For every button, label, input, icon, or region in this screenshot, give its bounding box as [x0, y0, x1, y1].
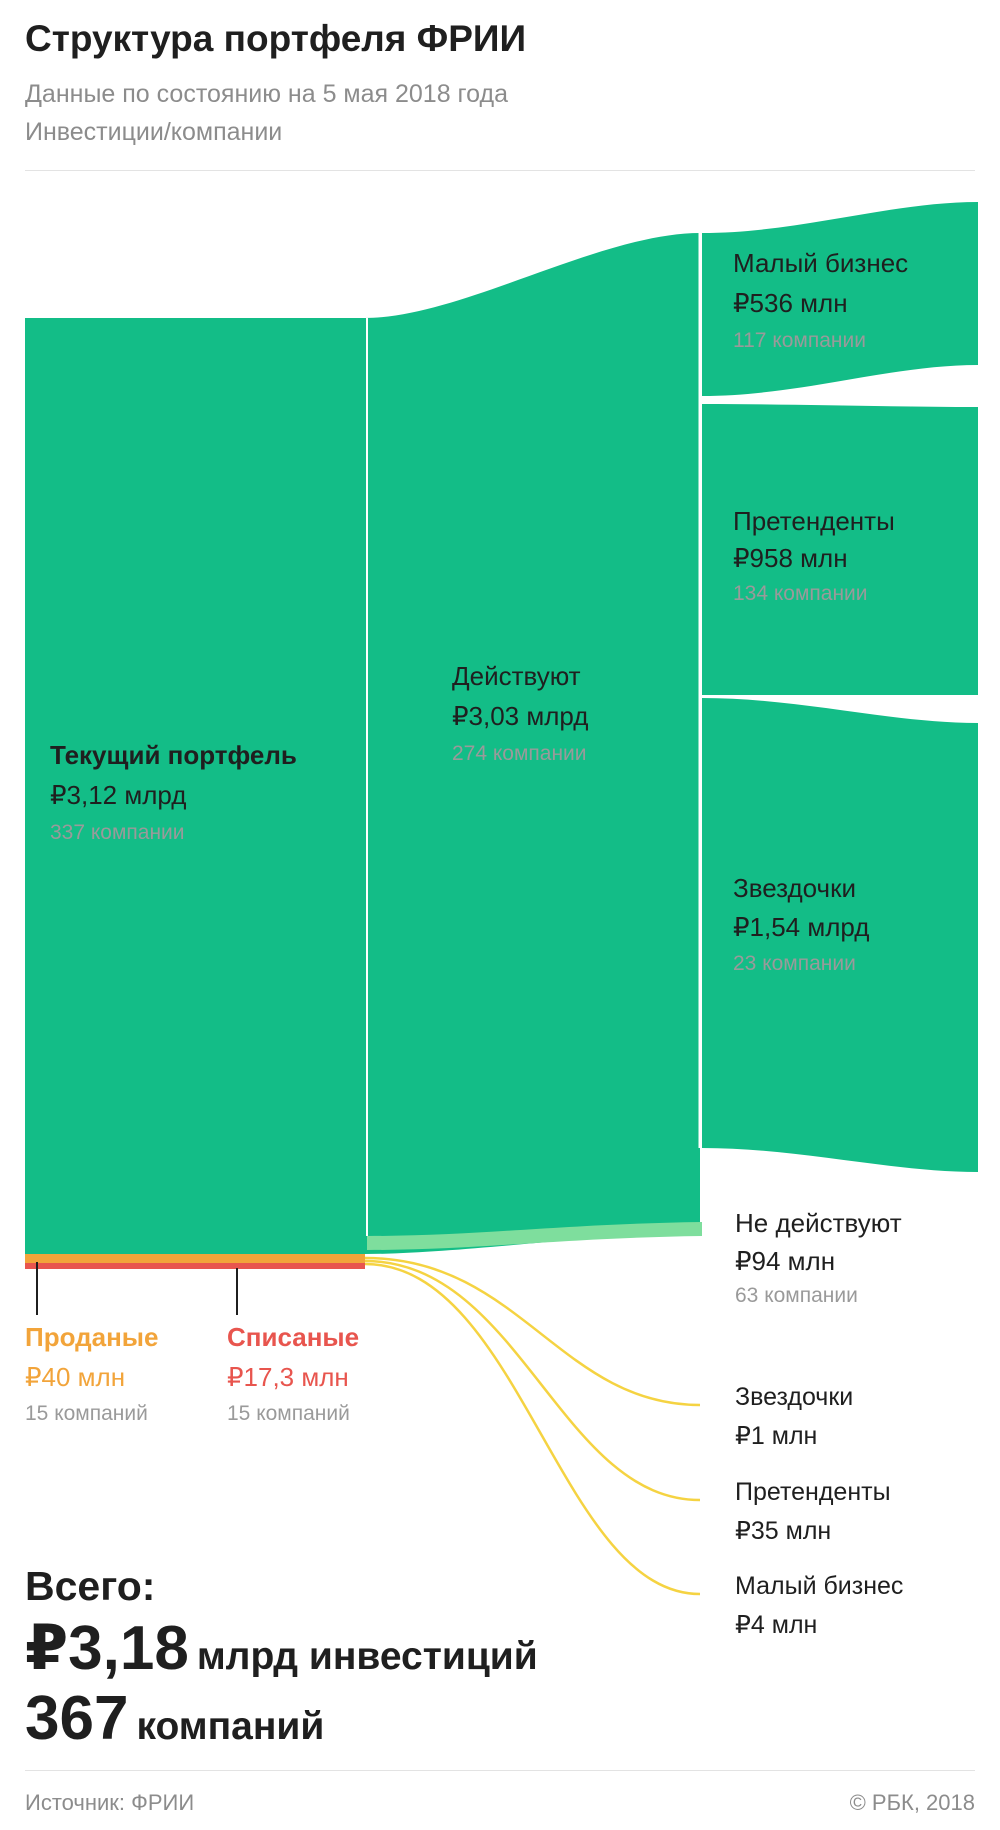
- active-amount: ₽3,03 млрд: [452, 701, 589, 731]
- exit-contenders-name: Претенденты: [735, 1478, 891, 1506]
- stars-name: Звездочки: [733, 873, 856, 903]
- exit-stars-name: Звездочки: [735, 1383, 854, 1411]
- sold-count: 15 компаний: [25, 1402, 148, 1425]
- chart-subtitle: Данные по состоянию на 5 мая 2018 года: [25, 80, 508, 108]
- inactive-count: 63 компании: [735, 1284, 858, 1307]
- flow-current-to-active: [365, 233, 700, 1254]
- totals-companies: 367 компаний: [25, 1688, 324, 1750]
- node-sold-strip: [25, 1254, 365, 1263]
- flow-exit-stars: [364, 1256, 701, 1407]
- flow-active-to-stars: [702, 698, 978, 1172]
- sold-name: Проданые: [25, 1322, 159, 1352]
- sold-amount: ₽40 млн: [25, 1362, 126, 1392]
- exit-stars-amount: ₽1 млн: [735, 1422, 818, 1450]
- active-name: Действуют: [452, 661, 581, 691]
- source-note: Источник: ФРИИ: [25, 1790, 195, 1815]
- inactive-name: Не действуют: [735, 1208, 902, 1238]
- node-current-portfolio: [25, 318, 365, 1254]
- contenders-name: Претенденты: [733, 506, 895, 536]
- totals-investments-unit: млрд инвестиций: [196, 1635, 538, 1678]
- current-portfolio-count: 337 компании: [50, 821, 185, 844]
- flow-exit-contenders: [364, 1259, 701, 1502]
- current-portfolio-amount: ₽3,12 млрд: [50, 780, 187, 810]
- chart-title: Структура портфеля ФРИИ: [25, 18, 527, 59]
- node-written-off-strip: [25, 1263, 365, 1269]
- small-biz-name: Малый бизнес: [733, 248, 909, 278]
- header-divider: [25, 170, 975, 171]
- stars-count: 23 компании: [733, 952, 856, 975]
- written-off-amount: ₽17,3 млн: [227, 1362, 349, 1392]
- inactive-amount: ₽94 млн: [735, 1246, 836, 1276]
- totals-companies-unit: компаний: [136, 1705, 325, 1748]
- copyright-note: © РБК, 2018: [849, 1790, 975, 1815]
- footer-divider: [25, 1770, 975, 1771]
- contenders-count: 134 компании: [733, 582, 868, 605]
- totals-companies-value: 367: [25, 1684, 129, 1753]
- active-count: 274 компании: [452, 742, 587, 765]
- small-biz-amount: ₽536 млн: [733, 288, 848, 318]
- written-off-count: 15 компаний: [227, 1402, 350, 1425]
- small-biz-count: 117 компании: [733, 329, 866, 352]
- totals-label: Всего:: [25, 1563, 156, 1609]
- totals-investments: ₽3,18 млрд инвестиций: [25, 1618, 538, 1680]
- stars-amount: ₽1,54 млрд: [733, 912, 870, 942]
- written-off-name: Списаные: [227, 1322, 360, 1352]
- flow-active-to-contenders: [702, 404, 978, 695]
- exit-small-biz-name: Малый бизнес: [735, 1572, 904, 1600]
- flow-exit-small-biz: [364, 1262, 701, 1596]
- current-portfolio-name: Текущий портфель: [50, 740, 297, 770]
- totals-investments-value: ₽3,18: [25, 1614, 189, 1683]
- flow-active-to-small-biz: [702, 202, 978, 396]
- exit-small-biz-amount: ₽4 млн: [735, 1611, 818, 1639]
- exit-contenders-amount: ₽35 млн: [735, 1517, 832, 1545]
- flow-current-to-inactive: [367, 1222, 702, 1250]
- unit-note: Инвестиции/компании: [25, 118, 283, 146]
- contenders-amount: ₽958 млн: [733, 543, 848, 573]
